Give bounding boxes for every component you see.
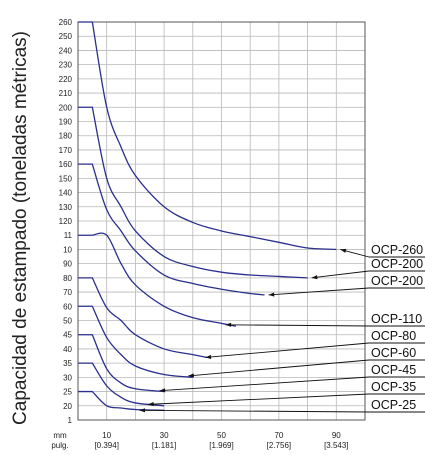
series-curves — [78, 21, 337, 411]
y-tick-label: 130 — [59, 203, 73, 212]
leader-arrowhead — [148, 402, 154, 407]
series-label: OCP-35 — [371, 380, 416, 394]
y-tick-label: 11 — [64, 231, 73, 240]
y-tick-label: 120 — [59, 217, 73, 226]
series-label: OCP-25 — [371, 398, 416, 412]
leader-arrowhead — [188, 373, 194, 378]
y-tick-label: 50 — [63, 317, 72, 326]
leader-line — [225, 324, 370, 327]
leader-arrowhead — [268, 292, 275, 297]
y-tick-label: 180 — [59, 132, 73, 141]
series-leader-lines — [139, 248, 425, 413]
x-unit-mm: mm — [53, 431, 67, 440]
series-curve — [78, 163, 265, 296]
series-label: OCP-260 — [371, 243, 423, 257]
y-tick-label: 150 — [59, 174, 73, 183]
y-tick-label: 35 — [63, 359, 72, 368]
leader-line — [268, 287, 370, 296]
leader-arrowhead — [225, 322, 232, 327]
y-axis-label: Capacidad de estampado (toneladas métric… — [10, 31, 31, 425]
y-tick-labels: 1202530354045506070809010111201301401501… — [59, 18, 73, 425]
y-tick-label: 170 — [59, 146, 73, 155]
series-label: OCP-200 — [371, 257, 423, 271]
leader-line — [311, 270, 370, 279]
series-label: OCP-45 — [371, 363, 416, 377]
y-tick-label: 1 — [68, 416, 73, 425]
series-label: OCP-200 — [371, 274, 423, 288]
x-tick-in: [1.969] — [209, 441, 233, 450]
y-tick-label: 210 — [59, 89, 73, 98]
x-tick-in: [0.394] — [94, 441, 118, 450]
leader-line — [139, 409, 370, 413]
y-tick-label: 260 — [59, 18, 73, 27]
y-tick-label: 30 — [63, 373, 72, 382]
leader-line — [205, 342, 370, 358]
x-tick-mm: 10 — [102, 431, 111, 440]
y-tick-label: 60 — [63, 302, 72, 311]
y-tick-label: 90 — [63, 260, 72, 269]
y-tick-label: 140 — [59, 189, 73, 198]
y-tick-label: 190 — [59, 118, 73, 127]
y-tick-label: 25 — [63, 388, 72, 397]
y-tick-label: 160 — [59, 160, 73, 169]
series-curve — [78, 390, 165, 411]
leader-arrowhead — [340, 248, 347, 253]
y-tick-label: 200 — [59, 103, 73, 112]
leader-line — [188, 359, 370, 377]
x-tick-in: [3.543] — [324, 441, 348, 450]
series-curve — [78, 232, 236, 327]
y-tick-label: 40 — [63, 345, 72, 354]
y-tick-label: 230 — [59, 61, 73, 70]
y-tick-label: 250 — [59, 32, 73, 41]
x-unit-in: pulg. — [51, 441, 68, 450]
leader-arrowhead — [159, 388, 166, 393]
x-tick-mm: 30 — [160, 431, 169, 440]
leader-line — [147, 393, 370, 405]
series-curve — [78, 21, 337, 251]
series-labels: OCP-260OCP-200OCP-200OCP-110OCP-80OCP-60… — [371, 243, 423, 412]
leader-arrowhead — [311, 275, 318, 280]
leader-arrowhead — [139, 408, 146, 413]
series-curve — [78, 106, 308, 279]
grid — [77, 21, 366, 421]
y-tick-label: 70 — [63, 288, 72, 297]
x-tick-mm: 50 — [217, 431, 226, 440]
series-label: OCP-110 — [371, 312, 422, 326]
y-tick-label: 240 — [59, 46, 73, 55]
series-curve — [78, 305, 193, 379]
x-tick-mm: 70 — [274, 431, 283, 440]
y-tick-label: 45 — [63, 331, 72, 340]
series-label: OCP-60 — [371, 346, 416, 360]
series-curve — [78, 362, 165, 407]
x-tick-mm: 90 — [332, 431, 341, 440]
series-curve — [78, 334, 165, 393]
y-tick-label: 80 — [63, 274, 72, 283]
y-tick-label: 220 — [59, 75, 73, 84]
x-tick-in: [2.756] — [267, 441, 291, 450]
leader-arrowhead — [205, 354, 212, 360]
leader-line — [159, 376, 370, 392]
y-tick-label: 10 — [63, 245, 72, 254]
y-tick-label: 20 — [63, 402, 72, 411]
series-curve — [78, 277, 208, 359]
x-tick-in: [1.181] — [152, 441, 176, 450]
plot-frame — [77, 21, 366, 421]
series-label: OCP-80 — [371, 329, 416, 343]
